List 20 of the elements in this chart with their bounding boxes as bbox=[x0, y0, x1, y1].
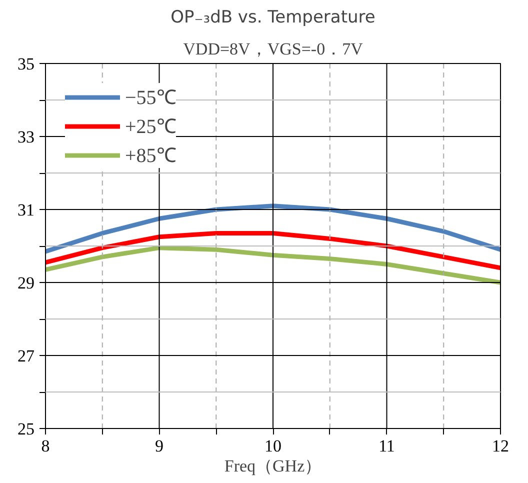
x-tick-label: 8 bbox=[41, 436, 50, 456]
legend-label: +85℃ bbox=[125, 144, 176, 168]
x-tick-label: 11 bbox=[378, 436, 395, 456]
y-tick-label: 33 bbox=[18, 128, 34, 146]
x-tick-label: 12 bbox=[492, 436, 509, 456]
x-axis-title: Freq（GHz） bbox=[224, 456, 322, 476]
chart-subtitle: VDD=8V，VGS=-0．7V bbox=[183, 40, 364, 58]
y-tick-label: 31 bbox=[18, 200, 34, 220]
line-series bbox=[46, 230, 500, 270]
line-series bbox=[46, 246, 500, 285]
x-tick-label: 9 bbox=[155, 436, 164, 456]
y-tick-label: 29 bbox=[18, 274, 34, 292]
y-tick-label: 27 bbox=[18, 346, 35, 366]
legend-label: +25℃ bbox=[125, 115, 176, 139]
chart-title: OP₋₃dB vs. Temperature bbox=[170, 8, 376, 28]
y-tick-label: 25 bbox=[18, 420, 34, 438]
legend-label: −55℃ bbox=[125, 86, 176, 110]
x-tick-label: 10 bbox=[264, 436, 282, 456]
line-series bbox=[46, 204, 500, 254]
y-tick-label: 35 bbox=[18, 54, 34, 74]
